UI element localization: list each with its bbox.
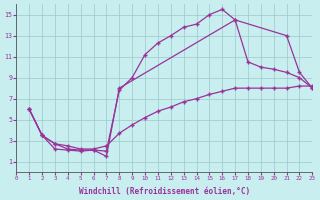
X-axis label: Windchill (Refroidissement éolien,°C): Windchill (Refroidissement éolien,°C): [79, 187, 250, 196]
